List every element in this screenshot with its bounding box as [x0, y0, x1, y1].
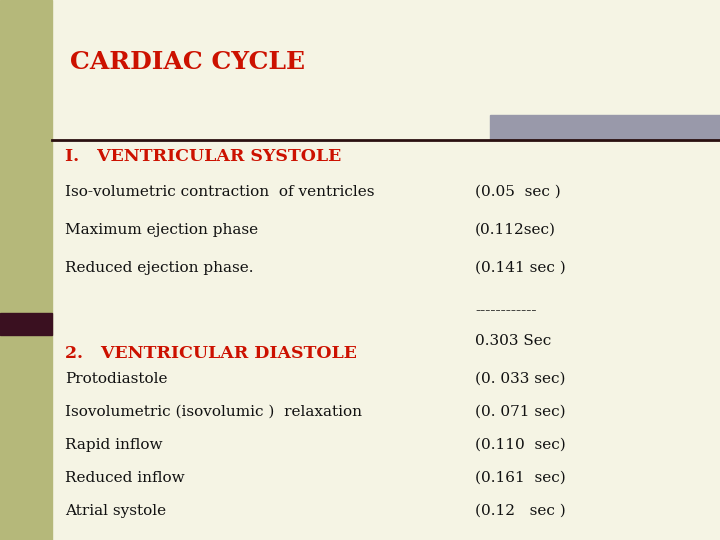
Text: Reduced ejection phase.: Reduced ejection phase. [65, 261, 253, 275]
Text: Isovolumetric (isovolumic )  relaxation: Isovolumetric (isovolumic ) relaxation [65, 405, 362, 419]
Text: (0.12   sec ): (0.12 sec ) [475, 504, 566, 518]
Text: Maximum ejection phase: Maximum ejection phase [65, 223, 258, 237]
Text: 0.303 Sec: 0.303 Sec [475, 334, 552, 348]
Text: Atrial systole: Atrial systole [65, 504, 166, 518]
Text: ------------: ------------ [475, 304, 536, 318]
Text: CARDIAC CYCLE: CARDIAC CYCLE [70, 50, 305, 74]
Bar [0, 0, 52, 540]
Text: Rapid inflow: Rapid inflow [65, 438, 163, 452]
Text: Iso-volumetric contraction  of ventricles: Iso-volumetric contraction of ventricles [65, 185, 374, 199]
Text: (0. 071 sec): (0. 071 sec) [475, 405, 566, 419]
Text: (0.05  sec ): (0.05 sec ) [475, 185, 561, 199]
Text: --------------: -------------- [475, 539, 546, 540]
Text: 2.   VENTRICULAR DIASTOLE: 2. VENTRICULAR DIASTOLE [65, 345, 357, 362]
Text: (0.161  sec): (0.161 sec) [475, 471, 566, 485]
Text: (0.141 sec ): (0.141 sec ) [475, 261, 566, 275]
Text: (0.110  sec): (0.110 sec) [475, 438, 566, 452]
Bar [490, 115, 720, 140]
Text: (0.112sec): (0.112sec) [475, 223, 556, 237]
Text: Protodiastole: Protodiastole [65, 372, 168, 386]
Bar [0, 313, 52, 335]
Text: Reduced inflow: Reduced inflow [65, 471, 184, 485]
Text: I.   VENTRICULAR SYSTOLE: I. VENTRICULAR SYSTOLE [65, 148, 341, 165]
Text: (0. 033 sec): (0. 033 sec) [475, 372, 565, 386]
